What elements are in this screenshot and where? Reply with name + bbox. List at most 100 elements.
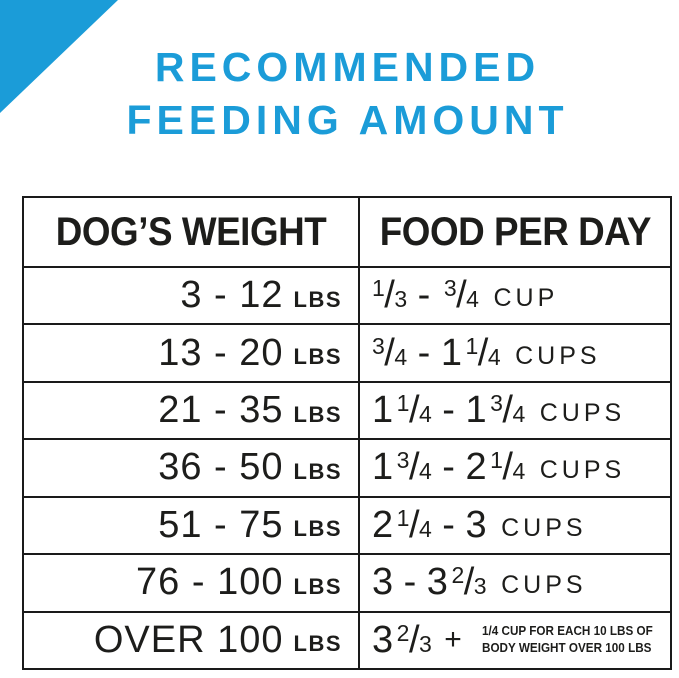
page-title-line-1: RECOMMENDED	[154, 44, 541, 90]
fraction-numerator: 3	[396, 447, 410, 474]
table-row-food-cell: 3/4-1 1/4 CUPS	[358, 323, 670, 381]
cup-unit: CUP	[493, 284, 559, 313]
table-row-weight-cell: 51 - 75 LBS	[24, 495, 358, 553]
food-amount: 1 3/4-2 1/4 CUPS	[372, 446, 625, 489]
fraction-slash: /	[502, 389, 514, 432]
feeding-table: DOG’S WEIGHT FOOD PER DAY 3 - 12 LBS 1/3…	[22, 196, 672, 670]
fraction-denominator: 4	[419, 458, 433, 485]
fraction: 3/4	[372, 332, 408, 374]
range-dash: -	[417, 274, 431, 317]
whole-number: 1	[465, 389, 488, 432]
table-row-food-cell: 1 1/4-1 3/4 CUPS	[358, 380, 670, 439]
fraction: 3/4	[397, 446, 433, 488]
page-title-line-2: FEEDING AMOUNT	[126, 97, 569, 143]
weight-range: 51 - 75	[158, 503, 284, 546]
fraction-denominator: 3	[394, 286, 408, 313]
cup-unit: CUPS	[515, 341, 601, 370]
table-row-food-cell: 2 1/4-3 CUPS	[358, 495, 670, 554]
whole-number: 3	[372, 618, 394, 661]
weight-range: 76 - 100	[136, 561, 284, 604]
weight-unit: LBS	[293, 344, 342, 370]
food-amount: 1/3-3/4 CUP	[372, 274, 558, 317]
fraction: 1/4	[397, 389, 433, 431]
fraction: 1/4	[490, 446, 526, 488]
range-dash: -	[442, 389, 456, 432]
whole-number: 1	[372, 389, 394, 432]
fraction-slash: /	[384, 331, 396, 374]
cup-unit: CUPS	[539, 399, 626, 428]
fraction: 2/3	[397, 619, 433, 661]
whole-number: 1	[372, 446, 394, 489]
table-row-weight-cell: 21 - 35 LBS	[24, 380, 358, 438]
feeding-note-line: 1/4 CUP FOR EACH 10 LBS OF	[482, 622, 654, 638]
food-amount: 3 2/3 +1/4 CUP FOR EACH 10 LBS OF BODY WEIG…	[372, 619, 672, 662]
whole-number: 3	[465, 503, 488, 546]
fraction: 3/4	[444, 274, 480, 316]
column-header-dogs-weight: DOG’S WEIGHT	[24, 198, 358, 266]
fraction-denominator: 4	[512, 401, 526, 428]
weight-unit: LBS	[293, 631, 342, 657]
weight-unit: LBS	[293, 458, 342, 484]
food-amount: 1 1/4-1 3/4 CUPS	[372, 389, 625, 432]
feeding-note: 1/4 CUP FOR EACH 10 LBS OF BODY WEIGHT OV…	[482, 622, 653, 656]
fraction-denominator: 4	[512, 458, 526, 485]
table-row-weight-cell: 3 - 12 LBS	[24, 266, 358, 323]
weight-unit: LBS	[293, 401, 342, 427]
fraction: 1/4	[465, 332, 501, 374]
corner-triangle-decoration	[0, 0, 118, 113]
weight-unit: LBS	[293, 516, 342, 542]
fraction: 1/3	[372, 274, 408, 316]
table-row-food-cell: 1 3/4-2 1/4 CUPS	[358, 438, 670, 496]
cup-unit: CUPS	[539, 456, 626, 485]
whole-number: 2	[372, 503, 394, 546]
range-dash: -	[417, 331, 431, 374]
fraction-denominator: 4	[419, 515, 433, 542]
table-row-food-cell: 3 2/3 +1/4 CUP FOR EACH 10 LBS OF BODY WEIG…	[358, 610, 672, 668]
fraction-denominator: 4	[487, 343, 502, 370]
weight-range: OVER 100	[93, 618, 284, 661]
fraction-slash: /	[408, 389, 420, 432]
column-header-label: DOG’S WEIGHT	[55, 209, 327, 254]
cup-unit: CUPS	[501, 571, 587, 600]
fraction-slash: /	[456, 274, 468, 317]
range-dash: -	[442, 503, 456, 546]
food-amount: 2 1/4-3 CUPS	[372, 504, 587, 547]
fraction-slash: /	[408, 446, 420, 489]
fraction-numerator: 3	[372, 332, 386, 359]
weight-range: 21 - 35	[158, 389, 284, 432]
range-dash: -	[403, 561, 417, 604]
fraction-numerator: 1	[396, 390, 410, 417]
fraction-slash: /	[463, 561, 475, 604]
fraction-numerator: 1	[490, 447, 504, 474]
column-header-food-per-day: FOOD PER DAY	[358, 198, 670, 266]
table-row-food-cell: 3-3 2/3 CUPS	[358, 553, 670, 611]
fraction-numerator: 2	[396, 619, 410, 646]
fraction-numerator: 2	[451, 562, 465, 589]
fraction-slash: /	[408, 503, 420, 546]
feeding-note-line: BODY WEIGHT OVER 100 LBS	[482, 639, 652, 655]
fraction-denominator: 4	[419, 401, 433, 428]
fraction-numerator: 1	[372, 275, 386, 302]
column-header-label: FOOD PER DAY	[379, 209, 651, 254]
whole-number: 1	[440, 331, 463, 374]
whole-number: 3	[426, 561, 449, 604]
food-amount: 3/4-1 1/4 CUPS	[372, 332, 601, 375]
fraction-numerator: 3	[490, 390, 504, 417]
fraction-numerator: 3	[443, 275, 458, 302]
fraction-slash: /	[477, 331, 489, 374]
whole-number: 3	[372, 561, 394, 604]
fraction: 1/4	[397, 504, 433, 546]
fraction-denominator: 3	[473, 573, 488, 600]
plus-sign: +	[444, 622, 463, 656]
fraction-numerator: 1	[396, 504, 410, 531]
cup-unit: CUPS	[501, 513, 587, 542]
fraction-slash: /	[408, 618, 420, 661]
table-row-weight-cell: 13 - 20 LBS	[24, 323, 358, 380]
table-row-food-cell: 1/3-3/4 CUP	[358, 266, 670, 324]
table-row-weight-cell: OVER 100 LBS	[24, 610, 358, 668]
fraction: 2/3	[451, 561, 487, 603]
food-amount: 3-3 2/3 CUPS	[372, 561, 587, 604]
range-dash: -	[442, 446, 456, 489]
weight-range: 13 - 20	[158, 331, 284, 374]
fraction-denominator: 4	[466, 286, 480, 313]
